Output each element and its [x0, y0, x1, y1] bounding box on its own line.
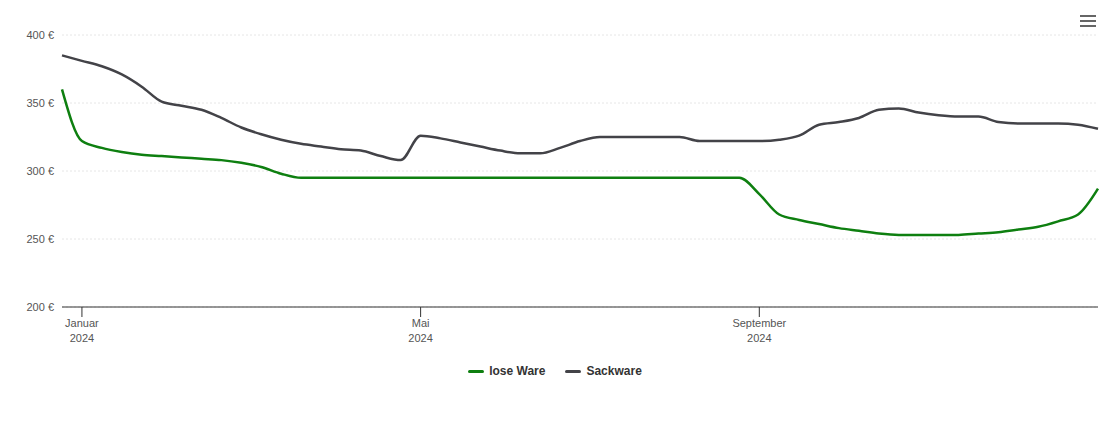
svg-text:September: September: [732, 317, 786, 329]
svg-text:Mai: Mai: [412, 317, 430, 329]
svg-text:300 €: 300 €: [26, 165, 54, 177]
svg-text:250 €: 250 €: [26, 233, 54, 245]
html-text:lose Ware: lose Ware: [489, 364, 546, 378]
svg-text:200 €: 200 €: [26, 301, 54, 313]
svg-text:Januar: Januar: [65, 317, 99, 329]
svg-text:2024: 2024: [408, 332, 432, 344]
svg-text:2024: 2024: [747, 332, 771, 344]
html-text:Sackware: Sackware: [586, 364, 642, 378]
svg-text:350 €: 350 €: [26, 97, 54, 109]
svg-text:2024: 2024: [70, 332, 94, 344]
svg-text:400 €: 400 €: [26, 29, 54, 41]
